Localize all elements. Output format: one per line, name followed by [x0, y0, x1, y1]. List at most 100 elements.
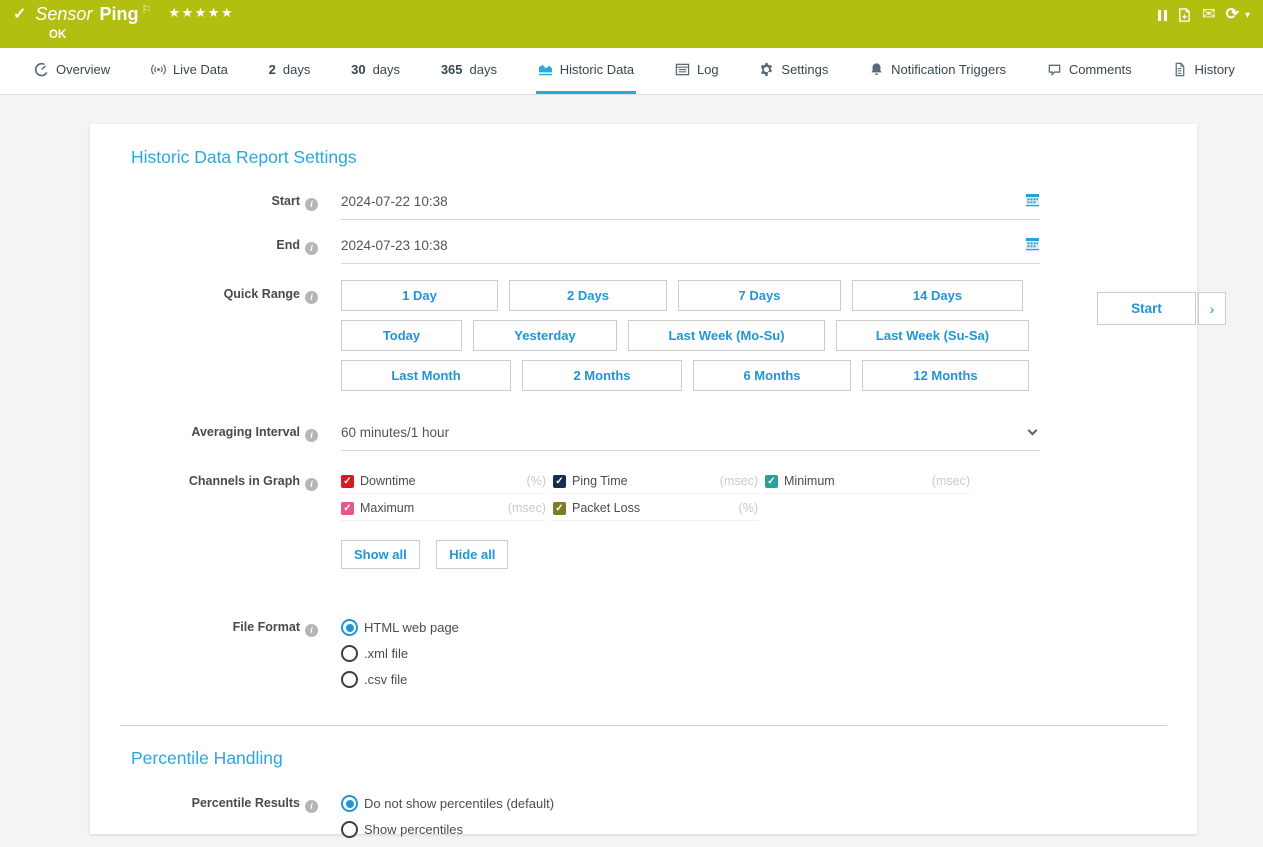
tab-settings[interactable]: Settings [757, 48, 830, 94]
tab-history[interactable]: History [1170, 48, 1236, 94]
email-icon[interactable]: ✉ [1202, 7, 1215, 23]
add-report-icon[interactable] [1177, 7, 1192, 23]
channel-packet-loss[interactable]: ✓ Packet Loss(%) [553, 501, 758, 521]
file-format-radio-label: .csv file [364, 672, 407, 687]
info-icon[interactable] [305, 242, 318, 255]
comment-icon [1047, 62, 1062, 77]
quick-range-2-months[interactable]: 2 Months [522, 360, 682, 391]
quick-range-1-day[interactable]: 1 Day [341, 280, 498, 311]
percentile-option-show-percentiles[interactable]: Show percentiles [341, 821, 1040, 838]
tab-historic-data[interactable]: Historic Data [536, 48, 636, 94]
caret-down-icon[interactable]: ▾ [1245, 10, 1250, 21]
sensor-status-header: ✓ Sensor Ping ⚐ ★★★★★ OK ✉ ⟳ ▾ [0, 0, 1263, 48]
settings-panel: Historic Data Report Settings Start 2024… [90, 124, 1197, 834]
calendar-icon[interactable] [1025, 192, 1040, 210]
status-check-icon: ✓ [13, 4, 26, 24]
tab-live-data[interactable]: Live Data [149, 48, 230, 94]
log-icon [675, 62, 690, 77]
info-icon[interactable] [305, 198, 318, 211]
tab-comments[interactable]: Comments [1045, 48, 1134, 94]
quick-range-12-months[interactable]: 12 Months [862, 360, 1029, 391]
quick-range-last-week-su-sa[interactable]: Last Week (Su-Sa) [836, 320, 1029, 351]
start-report-chevron-button[interactable]: › [1198, 292, 1226, 325]
section-title-percentile: Percentile Handling [131, 748, 1197, 769]
channel-unit: (%) [527, 474, 546, 488]
quick-range-today[interactable]: Today [341, 320, 462, 351]
form-row-end: End 2024-07-23 10:38 [90, 229, 1197, 264]
file-format-radio[interactable] [341, 671, 358, 688]
percentile-radio[interactable] [341, 821, 358, 838]
tab-label: Notification Triggers [891, 62, 1006, 77]
start-date-input[interactable]: 2024-07-22 10:38 [341, 185, 1040, 220]
form-row-file-format: File Format HTML web page.xml file.csv f… [90, 611, 1197, 697]
quick-range-yesterday[interactable]: Yesterday [473, 320, 617, 351]
percentile-option-do-not-show-percentiles-default[interactable]: Do not show percentiles (default) [341, 795, 1040, 812]
channel-downtime[interactable]: ✓Downtime(%) [341, 474, 546, 494]
tab-log[interactable]: Log [673, 48, 721, 94]
calendar-icon[interactable] [1025, 236, 1040, 254]
percentile-radio-group: Do not show percentiles (default) Show pe… [341, 787, 1040, 847]
tab-365-days[interactable]: 365days [439, 48, 499, 94]
channel-checkbox[interactable]: ✓ [765, 475, 778, 488]
file-format-option-xml-file[interactable]: .xml file [341, 645, 1040, 662]
file-format-radio[interactable] [341, 619, 358, 636]
start-label: Start [90, 185, 318, 220]
bell-icon [869, 62, 884, 77]
tab-number: 365 [441, 62, 463, 77]
tab-label: Comments [1069, 62, 1132, 77]
end-label: End [90, 229, 318, 264]
end-date-input[interactable]: 2024-07-23 10:38 [341, 229, 1040, 264]
channel-checkbox[interactable]: ✓ [341, 475, 354, 488]
info-icon[interactable] [305, 291, 318, 304]
sensor-name: Ping [99, 4, 138, 25]
pause-icon[interactable] [1158, 10, 1167, 21]
quick-range-last-week-mo-su[interactable]: Last Week (Mo-Su) [628, 320, 825, 351]
quick-range-row: Last Month 2 Months 6 Months 12 Months [341, 360, 1040, 391]
channel-minimum[interactable]: ✓Minimum(msec) [765, 474, 970, 494]
form-row-start: Start 2024-07-22 10:38 [90, 185, 1197, 220]
channel-checkbox[interactable]: ✓ [553, 475, 566, 488]
channel-ping-time[interactable]: ✓Ping Time(msec) [553, 474, 758, 494]
channels-in-graph-label: Channels in Graph [90, 465, 318, 569]
quick-range-6-months[interactable]: 6 Months [693, 360, 851, 391]
info-icon[interactable] [305, 800, 318, 813]
tab-overview[interactable]: Overview [32, 48, 112, 94]
form-row-averaging: Averaging Interval 60 minutes/1 hour [90, 416, 1197, 451]
file-format-radio-label: HTML web page [364, 620, 459, 635]
percentile-radio[interactable] [341, 795, 358, 812]
start-date-value: 2024-07-22 10:38 [341, 194, 448, 209]
form-row-quick-range: Quick Range 1 Day 2 Days 7 Days 14 Days Toda… [90, 278, 1197, 400]
tab-label: Log [697, 62, 719, 77]
tab-30-days[interactable]: 30days [349, 48, 402, 94]
refresh-icon[interactable]: ⟳ [1226, 7, 1239, 23]
tab-label: Live Data [173, 62, 228, 77]
quick-range-2-days[interactable]: 2 Days [509, 280, 667, 311]
quick-range-label: Quick Range [90, 278, 318, 400]
info-icon[interactable] [305, 478, 318, 491]
averaging-interval-select[interactable]: 60 minutes/1 hour [341, 416, 1040, 451]
channel-checkbox[interactable]: ✓ [553, 502, 566, 515]
info-icon[interactable] [305, 429, 318, 442]
averaging-interval-label: Averaging Interval [90, 416, 318, 451]
channel-unit: (msec) [932, 474, 970, 488]
priority-stars-icon[interactable]: ★★★★★ [168, 5, 234, 21]
file-format-option-csv-file[interactable]: .csv file [341, 671, 1040, 688]
tab-2-days[interactable]: 2days [267, 48, 313, 94]
channel-maximum[interactable]: ✓Maximum(msec) [341, 501, 546, 521]
info-icon[interactable] [305, 624, 318, 637]
hide-all-button[interactable]: Hide all [436, 540, 508, 569]
quick-range-7-days[interactable]: 7 Days [678, 280, 841, 311]
quick-range-last-month[interactable]: Last Month [341, 360, 511, 391]
form-row-percentile-results: Percentile Results Do not show percentil… [90, 787, 1197, 847]
file-format-radio[interactable] [341, 645, 358, 662]
file-format-option-html-web-page[interactable]: HTML web page [341, 619, 1040, 636]
start-report-button[interactable]: Start [1097, 292, 1196, 325]
show-all-button[interactable]: Show all [341, 540, 420, 569]
channel-unit: (%) [739, 501, 758, 515]
gear-icon [759, 62, 774, 77]
tab-notification-triggers[interactable]: Notification Triggers [867, 48, 1008, 94]
quick-range-14-days[interactable]: 14 Days [852, 280, 1023, 311]
channel-name: Packet Loss [572, 501, 739, 515]
channel-checkbox[interactable]: ✓ [341, 502, 354, 515]
flag-icon[interactable]: ⚐ [141, 3, 151, 16]
